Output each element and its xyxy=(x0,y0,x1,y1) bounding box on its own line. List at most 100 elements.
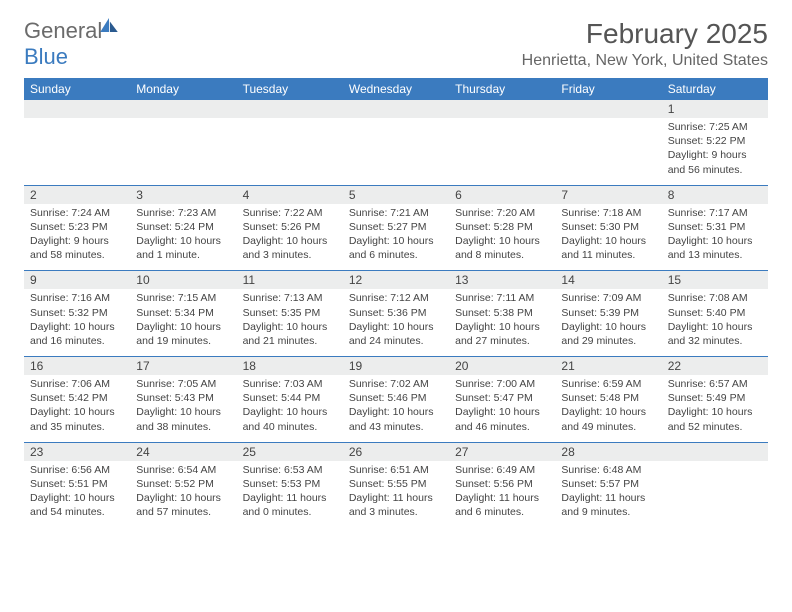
day-line: Sunrise: 6:57 AM xyxy=(668,377,762,391)
dayhead-mon: Monday xyxy=(130,78,236,100)
title-block: February 2025 Henrietta, New York, Unite… xyxy=(522,18,768,70)
day-line: Sunrise: 7:11 AM xyxy=(455,291,549,305)
day-line: Daylight: 10 hours xyxy=(561,234,655,248)
day-line: Daylight: 10 hours xyxy=(561,320,655,334)
day-number xyxy=(555,100,661,118)
day-line: Daylight: 11 hours xyxy=(561,491,655,505)
day-cell: Sunrise: 7:05 AMSunset: 5:43 PMDaylight:… xyxy=(130,375,236,442)
day-cell xyxy=(130,118,236,185)
day-content-row: Sunrise: 7:06 AMSunset: 5:42 PMDaylight:… xyxy=(24,375,768,442)
day-line: and 6 minutes. xyxy=(455,505,549,519)
day-line: Sunrise: 7:16 AM xyxy=(30,291,124,305)
day-number xyxy=(237,100,343,118)
location-subtitle: Henrietta, New York, United States xyxy=(522,52,768,70)
day-line: Sunset: 5:23 PM xyxy=(30,220,124,234)
day-line: Sunrise: 7:24 AM xyxy=(30,206,124,220)
brand-word-2: Blue xyxy=(24,44,68,69)
day-cell: Sunrise: 7:25 AMSunset: 5:22 PMDaylight:… xyxy=(662,118,768,185)
day-line: Sunset: 5:22 PM xyxy=(668,134,762,148)
day-cell: Sunrise: 6:51 AMSunset: 5:55 PMDaylight:… xyxy=(343,461,449,528)
day-cell: Sunrise: 7:13 AMSunset: 5:35 PMDaylight:… xyxy=(237,289,343,356)
day-line: Sunrise: 7:03 AM xyxy=(243,377,337,391)
day-line: and 38 minutes. xyxy=(136,420,230,434)
day-line: Daylight: 11 hours xyxy=(349,491,443,505)
day-line: Sunrise: 6:54 AM xyxy=(136,463,230,477)
day-line: Sunset: 5:35 PM xyxy=(243,306,337,320)
day-line: and 46 minutes. xyxy=(455,420,549,434)
day-number xyxy=(24,100,130,118)
day-line: and 27 minutes. xyxy=(455,334,549,348)
day-number-row: 16171819202122 xyxy=(24,357,768,376)
day-cell: Sunrise: 7:18 AMSunset: 5:30 PMDaylight:… xyxy=(555,204,661,271)
day-line: and 57 minutes. xyxy=(136,505,230,519)
day-content-row: Sunrise: 7:24 AMSunset: 5:23 PM Daylight:… xyxy=(24,204,768,271)
dayhead-sun: Sunday xyxy=(24,78,130,100)
day-number: 14 xyxy=(555,271,661,290)
day-number: 2 xyxy=(24,185,130,204)
day-line: Sunrise: 7:21 AM xyxy=(349,206,443,220)
day-number: 19 xyxy=(343,357,449,376)
day-line: Sunrise: 7:20 AM xyxy=(455,206,549,220)
day-line: Sunset: 5:56 PM xyxy=(455,477,549,491)
day-line: Sunset: 5:42 PM xyxy=(30,391,124,405)
day-line: and 19 minutes. xyxy=(136,334,230,348)
day-cell: Sunrise: 7:17 AMSunset: 5:31 PMDaylight:… xyxy=(662,204,768,271)
day-line: Sunset: 5:48 PM xyxy=(561,391,655,405)
day-line: and 21 minutes. xyxy=(243,334,337,348)
day-line: Daylight: 10 hours xyxy=(30,320,124,334)
day-number: 27 xyxy=(449,442,555,461)
day-number: 16 xyxy=(24,357,130,376)
day-number-row: 9101112131415 xyxy=(24,271,768,290)
day-cell: Sunrise: 7:24 AMSunset: 5:23 PMDaylight:… xyxy=(24,204,130,271)
day-line: and 56 minutes. xyxy=(668,163,762,177)
day-line: and 58 minutes. xyxy=(30,248,124,262)
day-line: and 0 minutes. xyxy=(243,505,337,519)
day-number: 12 xyxy=(343,271,449,290)
day-line: and 52 minutes. xyxy=(668,420,762,434)
day-number: 5 xyxy=(343,185,449,204)
day-cell: Sunrise: 6:54 AMSunset: 5:52 PMDaylight:… xyxy=(130,461,236,528)
day-line: Sunrise: 7:05 AM xyxy=(136,377,230,391)
day-cell: Sunrise: 7:09 AMSunset: 5:39 PMDaylight:… xyxy=(555,289,661,356)
day-cell: Sunrise: 7:03 AMSunset: 5:44 PMDaylight:… xyxy=(237,375,343,442)
day-line: Sunrise: 6:59 AM xyxy=(561,377,655,391)
day-line: and 11 minutes. xyxy=(561,248,655,262)
day-line: and 24 minutes. xyxy=(349,334,443,348)
day-cell xyxy=(449,118,555,185)
dayhead-tue: Tuesday xyxy=(237,78,343,100)
day-line: Sunset: 5:31 PM xyxy=(668,220,762,234)
day-line: and 16 minutes. xyxy=(30,334,124,348)
day-line: and 40 minutes. xyxy=(243,420,337,434)
day-line: Sunset: 5:34 PM xyxy=(136,306,230,320)
day-cell: Sunrise: 7:15 AMSunset: 5:34 PMDaylight:… xyxy=(130,289,236,356)
day-cell: Sunrise: 6:48 AMSunset: 5:57 PMDaylight:… xyxy=(555,461,661,528)
day-line: Sunset: 5:26 PM xyxy=(243,220,337,234)
day-line: Sunrise: 6:49 AM xyxy=(455,463,549,477)
month-title: February 2025 xyxy=(522,18,768,50)
day-line: Sunrise: 7:02 AM xyxy=(349,377,443,391)
day-line: and 9 minutes. xyxy=(561,505,655,519)
day-line: Daylight: 10 hours xyxy=(668,405,762,419)
day-line: Daylight: 10 hours xyxy=(668,320,762,334)
day-cell: Sunrise: 7:02 AMSunset: 5:46 PMDaylight:… xyxy=(343,375,449,442)
dayhead-wed: Wednesday xyxy=(343,78,449,100)
day-line: and 43 minutes. xyxy=(349,420,443,434)
day-cell xyxy=(662,461,768,528)
day-line: Sunrise: 6:53 AM xyxy=(243,463,337,477)
day-line: and 3 minutes. xyxy=(349,505,443,519)
day-content-row: Sunrise: 7:25 AMSunset: 5:22 PMDaylight:… xyxy=(24,118,768,185)
sail-icon xyxy=(100,18,118,32)
day-line: Sunset: 5:28 PM xyxy=(455,220,549,234)
calendar-body: 1Sunrise: 7:25 AMSunset: 5:22 PMDaylight… xyxy=(24,100,768,527)
day-line: Daylight: 10 hours xyxy=(136,405,230,419)
day-cell: Sunrise: 7:20 AMSunset: 5:28 PMDaylight:… xyxy=(449,204,555,271)
day-line: Daylight: 11 hours xyxy=(243,491,337,505)
day-line: Sunrise: 7:00 AM xyxy=(455,377,549,391)
day-cell xyxy=(24,118,130,185)
day-number: 1 xyxy=(662,100,768,118)
day-number: 24 xyxy=(130,442,236,461)
day-line: Daylight: 10 hours xyxy=(136,320,230,334)
calendar-table: Sunday Monday Tuesday Wednesday Thursday… xyxy=(24,78,768,527)
day-line: and 13 minutes. xyxy=(668,248,762,262)
day-line: Daylight: 10 hours xyxy=(243,234,337,248)
